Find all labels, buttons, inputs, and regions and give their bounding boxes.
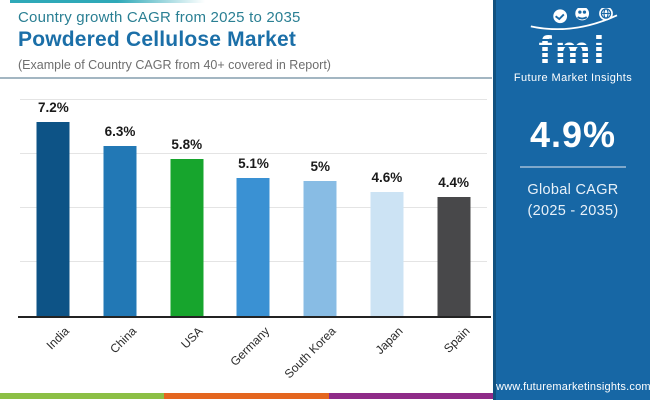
- logo-caption: Future Market Insights: [513, 72, 633, 84]
- global-cagr-label: Global CAGR (2025 - 2035): [496, 180, 650, 222]
- bar-slot-germany: 5.1% Germany: [220, 84, 287, 368]
- bar-slot-usa: 5.8% USA: [153, 84, 220, 351]
- bar-value-label: 4.4%: [438, 175, 470, 191]
- bar: [370, 191, 404, 316]
- top-accent-stripe: [10, 0, 205, 3]
- bar-value-label: 4.6%: [371, 169, 403, 185]
- x-tick-label: India: [43, 324, 73, 353]
- x-tick-label: South Korea: [282, 324, 340, 382]
- bar: [303, 181, 337, 316]
- page-title: Powdered Cellulose Market: [18, 28, 297, 51]
- bar-value-label: 6.3%: [104, 123, 136, 139]
- cagr-rule: [520, 166, 626, 168]
- bar: [437, 197, 471, 316]
- bar-value-label: 5.8%: [171, 137, 203, 153]
- x-tick-label: Japan: [372, 324, 406, 358]
- footer-stripe: [0, 393, 493, 399]
- website-url: www.futuremarketinsights.com: [496, 381, 650, 393]
- bar: [36, 121, 70, 316]
- global-cagr-value: 4.9%: [529, 114, 617, 155]
- header-eyebrow: Country growth CAGR from 2025 to 2035: [18, 9, 301, 26]
- bar: [103, 145, 137, 316]
- x-tick-label: Germany: [227, 324, 273, 369]
- gridline-6: [20, 153, 487, 154]
- fmi-logo: fmi Future Market Insights: [496, 6, 650, 84]
- plot-area: 7.2% India 6.3% China 5.8% USA 5.1% Germany 5% So…: [18, 84, 491, 381]
- footer-stripe-segment-2: [164, 393, 329, 399]
- header-subtitle: (Example of Country CAGR from 40+ covere…: [18, 58, 331, 72]
- bar-value-label: 5%: [310, 159, 330, 174]
- x-tick-label: China: [106, 324, 139, 357]
- globe-icon: [599, 6, 613, 21]
- footer-stripe-segment-1: [0, 393, 165, 399]
- people-icon: [575, 6, 590, 21]
- bar: [170, 159, 204, 316]
- bar-slot-south-korea: 5% South Korea: [282, 84, 354, 381]
- bar-slot-china: 6.3% China: [87, 84, 154, 356]
- footer-stripe-segment-3: [328, 393, 493, 399]
- global-cagr-label-line2: (2025 - 2035): [527, 203, 619, 220]
- sidebar: fmi Future Market Insights 4.9% Global C…: [493, 0, 650, 400]
- logo-icons: [530, 6, 618, 31]
- bar-slot-india: 7.2% India: [20, 84, 87, 352]
- header-divider: [0, 77, 492, 79]
- bar-slot-spain: 4.4% Spain: [420, 84, 487, 356]
- bar: [236, 178, 270, 316]
- global-cagr-label-line1: Global CAGR: [527, 182, 619, 198]
- bar-value-label: 5.1%: [238, 156, 269, 172]
- x-tick-label: Spain: [440, 324, 473, 356]
- x-axis-line: [18, 316, 491, 318]
- handshake-icon: [553, 9, 568, 24]
- bar-slot-japan: 4.6% Japan: [354, 84, 421, 357]
- gridline-8: [20, 99, 487, 100]
- fmi-logo-stripes: [536, 35, 610, 69]
- header: Country growth CAGR from 2025 to 2035 Po…: [18, 9, 478, 72]
- x-tick-label: USA: [178, 324, 206, 352]
- bar-value-label: 7.2%: [37, 99, 69, 115]
